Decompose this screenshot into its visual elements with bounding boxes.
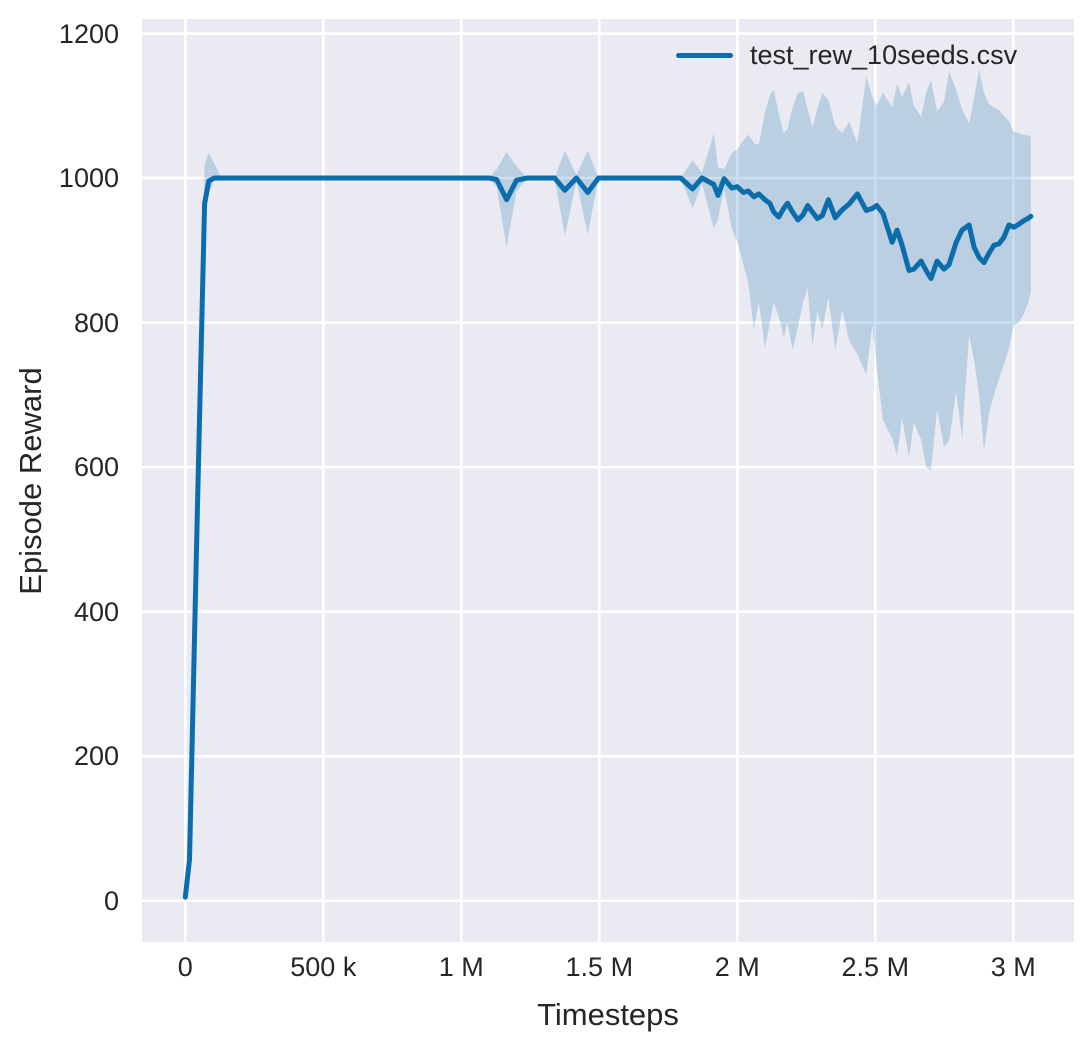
y-tick-label: 0 xyxy=(103,885,119,916)
x-axis-title: Timesteps xyxy=(537,997,679,1032)
x-tick-label: 500 k xyxy=(290,952,357,982)
x-tick-label: 1.5 M xyxy=(565,952,634,982)
y-tick-label: 400 xyxy=(73,596,119,627)
plot-area xyxy=(142,19,1074,942)
x-tick-label: 2 M xyxy=(714,952,760,982)
confidence-band xyxy=(185,69,1031,900)
legend-line-icon xyxy=(676,52,733,58)
y-tick-label: 1000 xyxy=(58,163,119,193)
y-tick-label: 200 xyxy=(73,741,119,772)
mean-line xyxy=(182,175,1034,900)
x-tick-label: 0 xyxy=(177,952,193,982)
y-tick-label: 600 xyxy=(73,452,119,483)
x-tick-label: 3 M xyxy=(990,952,1036,982)
legend-label: test_rew_10seeds.csv xyxy=(750,40,1018,70)
y-axis-title: Episode Reward xyxy=(13,367,48,595)
y-tick-label: 800 xyxy=(73,307,119,338)
legend: test_rew_10seeds.csv xyxy=(676,38,1017,72)
chart-svg xyxy=(142,19,1074,942)
y-tick-label: 1200 xyxy=(58,18,119,49)
x-tick-label: 1 M xyxy=(438,952,484,982)
x-tick-label: 2.5 M xyxy=(841,952,910,982)
